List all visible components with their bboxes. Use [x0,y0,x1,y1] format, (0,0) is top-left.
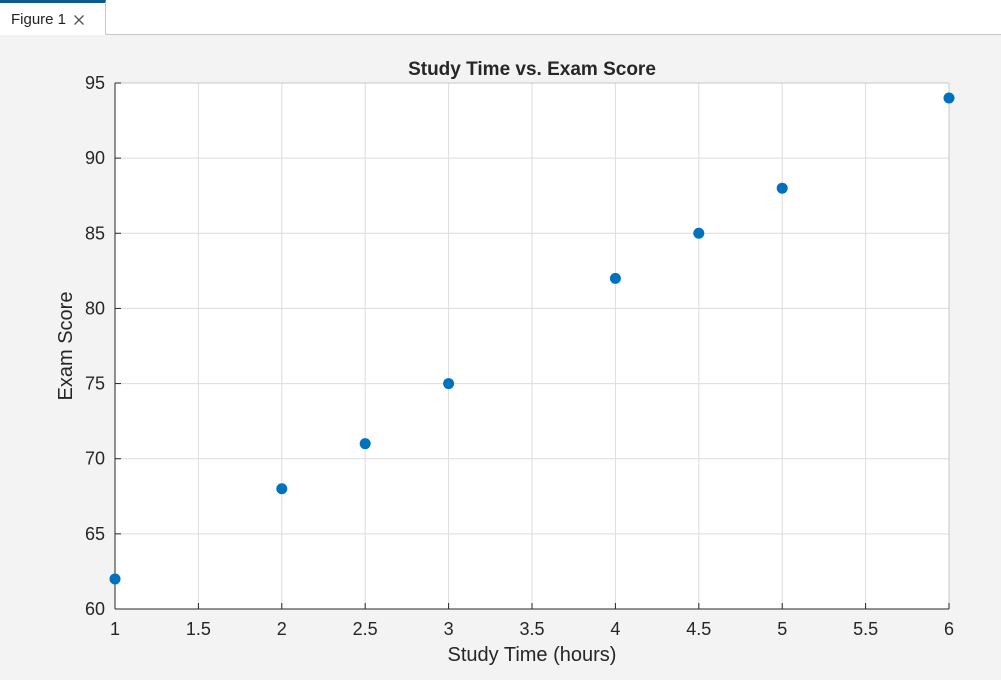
y-tick-label: 95 [85,73,105,93]
chart-title: Study Time vs. Exam Score [408,59,656,80]
data-point [359,438,371,450]
y-tick-label: 75 [85,374,105,394]
data-points [109,92,955,585]
x-tick-label: 1.5 [186,619,211,639]
y-tick-label: 65 [85,524,105,544]
x-tick-label: 6 [944,619,954,639]
x-tick-label: 5 [777,619,787,639]
figure-canvas: 1 1.5 2 2.5 3 3.5 4 4.5 5 5.5 6 60 65 70 75 80 85 90 95 St… [0,35,1001,675]
data-point [776,182,788,194]
y-tick-label: 85 [85,223,105,243]
x-tick-label: 5.5 [853,619,878,639]
axes [114,82,950,610]
grid-lines [114,82,950,610]
tab-label: Figure 1 [11,10,67,28]
scatter-chart: 1 1.5 2 2.5 3 3.5 4 4.5 5 5.5 6 60 65 70 75 80 85 90 95 St… [55,59,955,666]
data-point [109,573,121,585]
y-axis-label: Exam Score [55,292,77,401]
y-tick-label: 90 [85,148,105,168]
x-tick-label: 2 [277,619,287,639]
x-axis-label: Study Time (hours) [448,644,617,666]
x-tick-label: 2.5 [353,619,378,639]
y-tick-label: 70 [85,449,105,469]
x-tick-label: 1 [110,619,120,639]
x-tick-label: 3 [444,619,454,639]
close-icon[interactable] [73,13,85,25]
data-point [276,483,288,495]
x-tick-label: 4 [610,619,620,639]
data-point [443,378,455,390]
data-point [943,92,955,104]
tab-figure-1[interactable]: Figure 1 [0,0,106,35]
y-tick-label: 60 [85,599,105,619]
tick-labels: 1 1.5 2 2.5 3 3.5 4 4.5 5 5.5 6 60 65 70 75 80 85 90 95 [85,73,954,639]
data-point [609,272,621,284]
figure-tabbar: Figure 1 [0,0,1001,35]
y-tick-label: 80 [85,298,105,318]
x-tick-label: 4.5 [686,619,711,639]
x-tick-label: 3.5 [519,619,544,639]
data-point [693,227,705,239]
